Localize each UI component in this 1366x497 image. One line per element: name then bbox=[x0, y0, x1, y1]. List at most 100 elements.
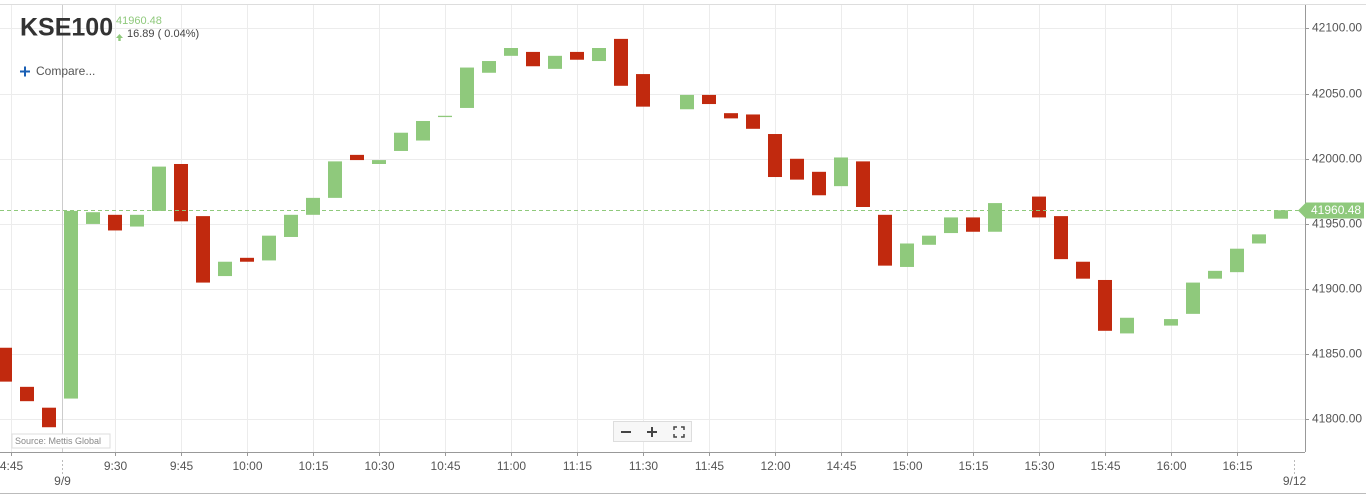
candle bbox=[86, 212, 100, 224]
candle bbox=[1098, 279, 1112, 331]
candle bbox=[592, 48, 606, 62]
candle bbox=[944, 217, 958, 234]
price-tag bbox=[1298, 202, 1364, 219]
candle bbox=[790, 158, 804, 180]
candle bbox=[350, 154, 364, 161]
source-box bbox=[11, 433, 111, 449]
date-label: 9/12 bbox=[1283, 474, 1307, 488]
x-tick-label: 15:15 bbox=[958, 459, 988, 473]
candle bbox=[1208, 270, 1222, 279]
up-arrow bbox=[116, 34, 123, 41]
candle bbox=[746, 114, 760, 129]
candle bbox=[482, 61, 496, 73]
candle bbox=[504, 48, 518, 56]
price-tag-label: 41960.48 bbox=[1311, 203, 1361, 217]
y-tick-label: 41800.00 bbox=[1312, 412, 1362, 426]
x-tick-label: 15:45 bbox=[1090, 459, 1120, 473]
candle bbox=[1054, 216, 1068, 260]
candle bbox=[372, 160, 386, 164]
zoom-in[interactable] bbox=[647, 427, 657, 437]
candle bbox=[1252, 234, 1266, 244]
candle bbox=[922, 235, 936, 245]
x-tick-label: 15:00 bbox=[892, 459, 922, 473]
candle bbox=[64, 210, 78, 399]
x-tick-label: 11:45 bbox=[695, 459, 724, 473]
candle bbox=[328, 161, 342, 198]
x-tick-label: 11:30 bbox=[629, 459, 658, 473]
candle bbox=[1032, 196, 1046, 218]
y-tick-label: 41850.00 bbox=[1312, 347, 1362, 361]
x-tick-label: 11:00 bbox=[497, 459, 526, 473]
candle bbox=[394, 132, 408, 151]
candle bbox=[966, 217, 980, 232]
candle bbox=[1076, 261, 1090, 279]
x-tick-label: 10:45 bbox=[430, 459, 460, 473]
candle bbox=[262, 235, 276, 261]
candle bbox=[680, 94, 694, 110]
axes: 41800.00 41850.00 41900.00 41950.00 42000.00… bbox=[0, 21, 1364, 488]
candle bbox=[548, 55, 562, 69]
x-tick-label: 15:30 bbox=[1024, 459, 1054, 473]
x-tick-label: 12:00 bbox=[760, 459, 790, 473]
candle bbox=[42, 407, 56, 428]
x-tick-label: 10:00 bbox=[232, 459, 262, 473]
y-tick-label: 42100.00 bbox=[1312, 21, 1362, 35]
candle bbox=[1230, 248, 1244, 273]
x-tick-label: 9:30 bbox=[104, 459, 128, 473]
candle bbox=[174, 163, 188, 222]
x-tick-label: 16:00 bbox=[1156, 459, 1186, 473]
candle bbox=[108, 214, 122, 231]
x-tick-label: 10:15 bbox=[298, 459, 328, 473]
x-tick-label: 14:45 bbox=[826, 459, 856, 473]
candle bbox=[614, 38, 628, 86]
candle bbox=[988, 203, 1002, 232]
candle bbox=[306, 197, 320, 215]
candle bbox=[152, 166, 166, 211]
source: Source: Mettis Global bbox=[15, 436, 101, 446]
candle bbox=[196, 216, 210, 283]
x-tick-label: 10:30 bbox=[364, 459, 394, 473]
y-tick-label: 41900.00 bbox=[1312, 282, 1362, 296]
candle bbox=[570, 51, 584, 60]
y-tick-label: 41950.00 bbox=[1312, 217, 1362, 231]
candle bbox=[218, 261, 232, 277]
candle bbox=[636, 74, 650, 107]
zoom-controls bbox=[613, 421, 692, 442]
x-tick-label: 11:15 bbox=[563, 459, 592, 473]
y-tick-label: 42050.00 bbox=[1312, 87, 1362, 101]
candle bbox=[1186, 282, 1200, 314]
change: 16.89 ( 0.04%) bbox=[127, 28, 199, 40]
candle bbox=[526, 51, 540, 67]
compare-button[interactable]: Compare... bbox=[36, 64, 95, 78]
candle bbox=[240, 257, 254, 262]
candle bbox=[812, 171, 826, 196]
fullscreen[interactable] bbox=[673, 426, 685, 438]
candle bbox=[900, 243, 914, 267]
last-price: 41960.48 bbox=[116, 15, 162, 27]
x-tick-label: 16:15 bbox=[1222, 459, 1252, 473]
candle bbox=[20, 386, 34, 402]
y-tick-label: 42000.00 bbox=[1312, 152, 1362, 166]
candle bbox=[0, 347, 12, 382]
candle bbox=[856, 161, 870, 207]
x-tick-label: 9:45 bbox=[170, 459, 194, 473]
x-tick-label: 4:45 bbox=[0, 459, 24, 473]
candle bbox=[284, 214, 298, 237]
candle bbox=[460, 67, 474, 108]
date-label: 9/9 bbox=[54, 474, 71, 488]
candle bbox=[1274, 210, 1288, 219]
candle bbox=[130, 214, 144, 227]
symbol: KSE100 bbox=[20, 14, 113, 42]
candle bbox=[878, 214, 892, 266]
candle bbox=[1164, 319, 1178, 326]
candle bbox=[1120, 317, 1134, 334]
candle bbox=[438, 115, 452, 118]
candle bbox=[702, 94, 716, 105]
candle bbox=[724, 113, 738, 119]
compare-plus[interactable] bbox=[20, 66, 30, 77]
candle bbox=[834, 157, 848, 187]
candles bbox=[0, 38, 1305, 428]
candle bbox=[416, 120, 430, 141]
